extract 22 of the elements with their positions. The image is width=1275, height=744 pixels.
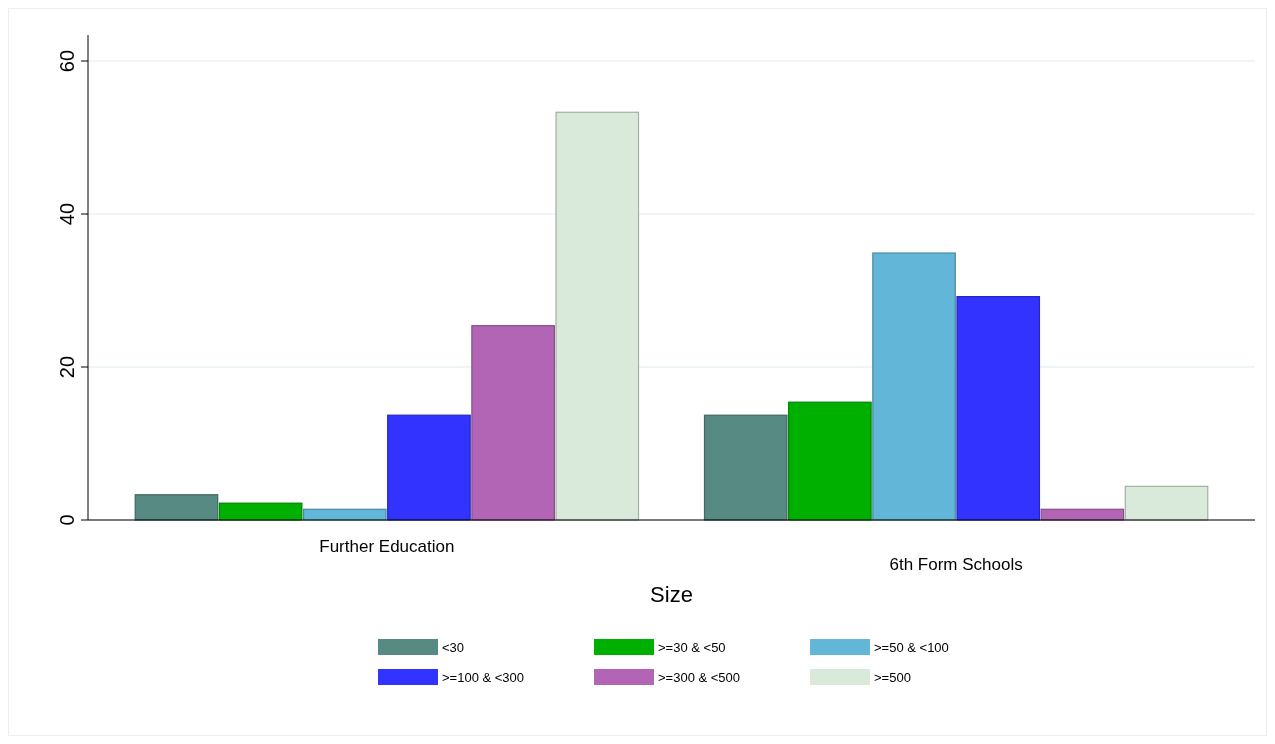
legend-label: >=30 & <50 <box>658 640 726 655</box>
x-axis-title: Size <box>650 582 693 607</box>
bar <box>387 414 471 521</box>
y-tick-label: 0 <box>56 514 78 526</box>
bar <box>956 296 1041 521</box>
bar <box>134 494 219 521</box>
bar <box>703 414 788 521</box>
legend-label: >=50 & <100 <box>874 640 949 655</box>
legend-label: >=500 <box>874 670 911 685</box>
y-tick-label: 40 <box>56 202 78 226</box>
bar <box>872 252 956 521</box>
bar <box>555 111 640 521</box>
bar <box>1124 485 1209 521</box>
y-tick-label: 20 <box>56 355 78 379</box>
legend-label: <30 <box>442 640 465 655</box>
legend-label: >=300 & <500 <box>658 670 741 685</box>
x-tick-label: 6th Form Schools <box>889 555 1023 574</box>
bar <box>788 401 872 521</box>
x-tick-label: Further Education <box>319 537 455 556</box>
y-tick-label: 60 <box>56 49 78 73</box>
legend-label: >=100 & <300 <box>442 670 525 685</box>
bar <box>471 325 555 521</box>
